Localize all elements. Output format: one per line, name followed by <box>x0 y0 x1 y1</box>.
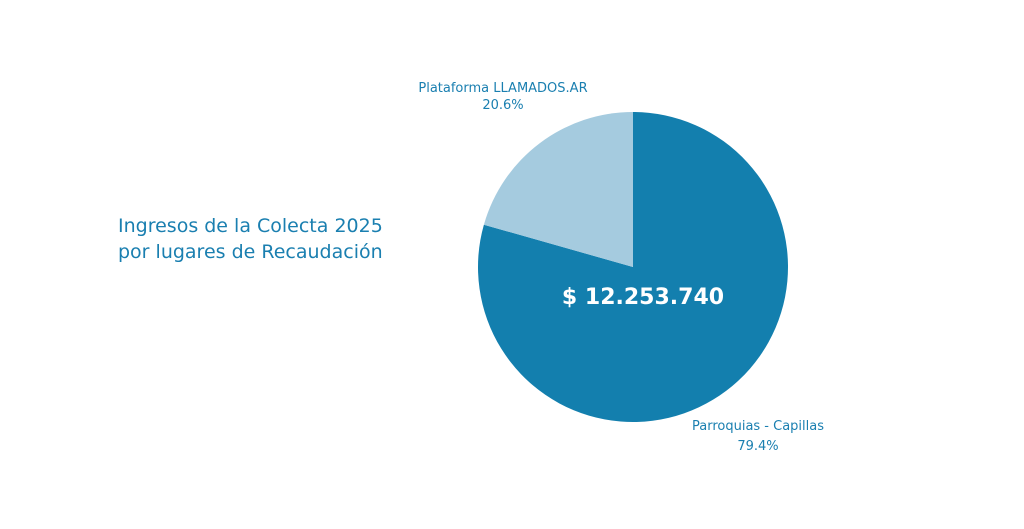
pie-slice-plataforma-llamados-ar <box>483 112 633 267</box>
slice-label-name-plataforma: Plataforma LLAMADOS.AR <box>418 81 587 96</box>
slice-label-percent-parroquias: 79.4% <box>737 439 778 454</box>
chart-title: Ingresos de la Colecta 2025 por lugares … <box>118 213 383 265</box>
chart-title-line-2: por lugares de Recaudación <box>118 241 383 263</box>
slice-label-name-parroquias: Parroquias - Capillas <box>692 419 824 434</box>
slice-label-percent-plataforma: 20.6% <box>482 98 523 113</box>
total-amount-label: $ 12.253.740 <box>562 285 724 310</box>
chart-title-line-1: Ingresos de la Colecta 2025 <box>118 215 383 237</box>
